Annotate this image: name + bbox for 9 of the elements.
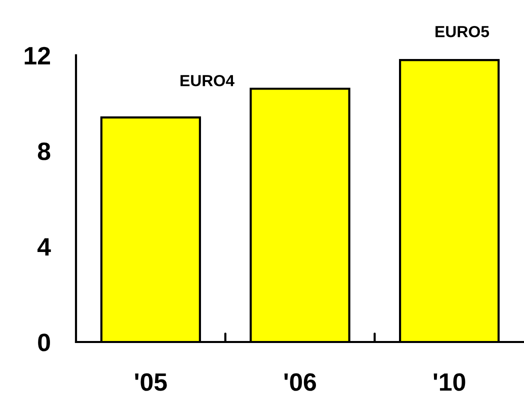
x-tick-label: '05 [135, 373, 167, 391]
annotation: EURO4 [180, 74, 234, 86]
text: EURO5 [436, 26, 490, 38]
x-tick-label: '06 [284, 373, 316, 391]
y-tick-label: 12 [24, 46, 50, 64]
y-tick-label: 4 [37, 238, 51, 256]
y-tick-label: 0 [38, 334, 50, 352]
y-tick-label: 8 [38, 142, 50, 160]
x-tick-label: '10 [434, 373, 466, 391]
